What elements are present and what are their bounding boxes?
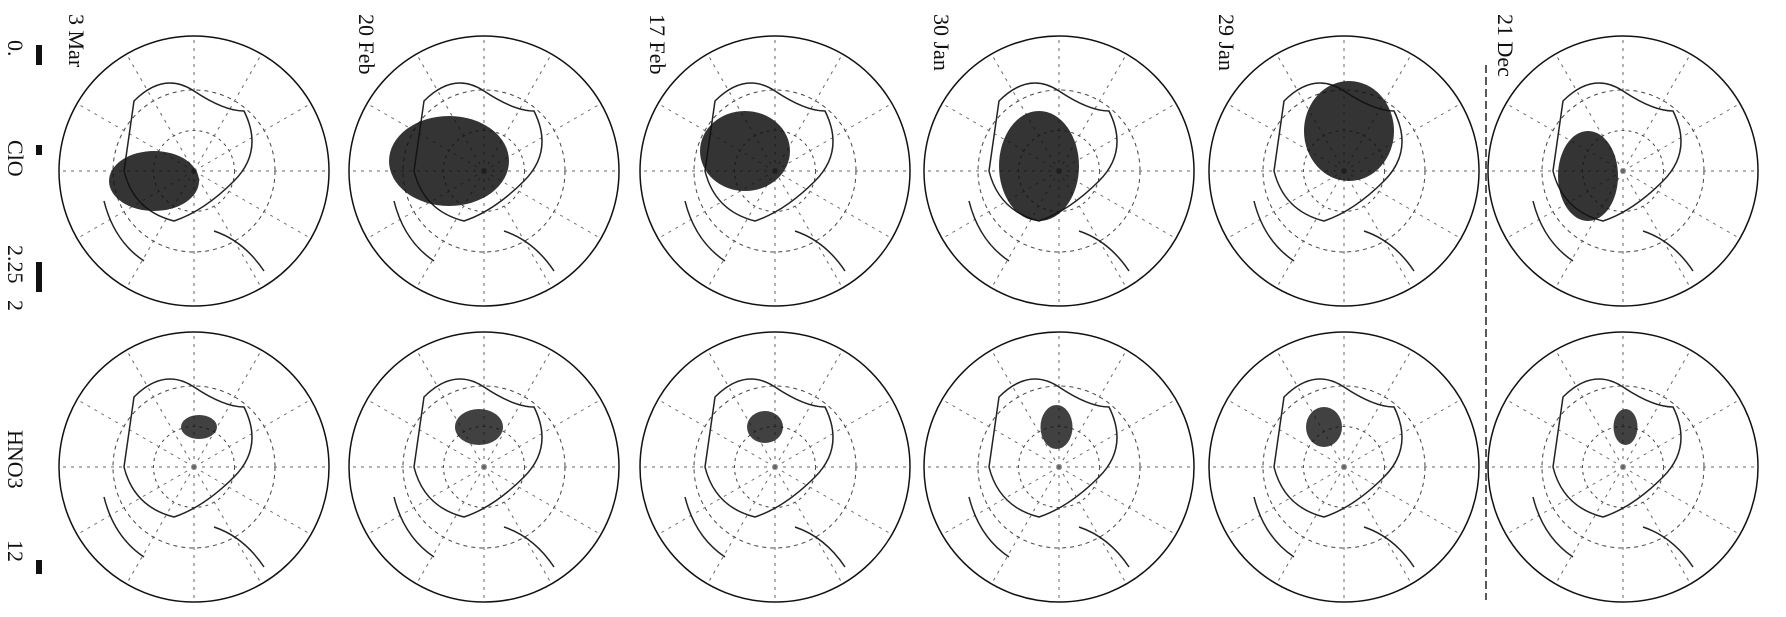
polar-map	[924, 36, 1194, 306]
polar-map	[59, 36, 329, 306]
legend-label: 0.	[3, 40, 28, 57]
concentration-patch	[999, 111, 1079, 221]
legend-label: ClO	[3, 140, 28, 177]
concentration-patch	[1306, 407, 1342, 447]
date-label: 3 Mar	[64, 14, 89, 68]
concentration-patch	[1558, 131, 1618, 221]
polar-map	[1488, 332, 1758, 602]
date-label: 21 Dec	[1493, 14, 1518, 77]
concentration-patch	[455, 409, 503, 445]
polar-map	[349, 332, 619, 602]
legend-label: 2	[3, 300, 28, 311]
concentration-patch	[1041, 405, 1073, 449]
polar-map	[1209, 332, 1479, 602]
page: {"panels": [{"label": "3 Mar"}, {"label"…	[0, 0, 1786, 617]
concentration-patch	[1304, 81, 1394, 181]
legend-swatch	[36, 145, 42, 155]
date-label: 20 Feb	[354, 14, 379, 75]
legend-swatch	[36, 262, 42, 292]
polar-map	[349, 36, 619, 306]
legend-label: 12	[3, 540, 28, 562]
polar-map	[1488, 36, 1758, 306]
polar-map	[924, 332, 1194, 602]
legend-label: 2.25	[3, 245, 28, 284]
concentration-patch	[109, 151, 199, 211]
concentration-patch	[747, 411, 783, 443]
concentration-patch	[700, 111, 790, 191]
concentration-patch	[1614, 409, 1638, 445]
polar-map	[640, 332, 910, 602]
concentration-patch	[389, 116, 509, 206]
legend-swatch	[36, 560, 42, 574]
date-label: 17 Feb	[645, 14, 670, 75]
date-label: 29 Jan	[1214, 14, 1239, 71]
concentration-patch	[181, 415, 217, 439]
legend-swatch	[36, 45, 42, 65]
polar-map	[1209, 36, 1479, 306]
legend-label: HNO3	[3, 430, 28, 489]
polar-map	[59, 332, 329, 602]
polar-map	[640, 36, 910, 306]
figure: 3 Mar 20 Feb 17 Feb 30 Jan 29 Jan 21 Dec 0. ClO…	[0, 0, 1786, 617]
date-label: 30 Jan	[929, 14, 954, 71]
